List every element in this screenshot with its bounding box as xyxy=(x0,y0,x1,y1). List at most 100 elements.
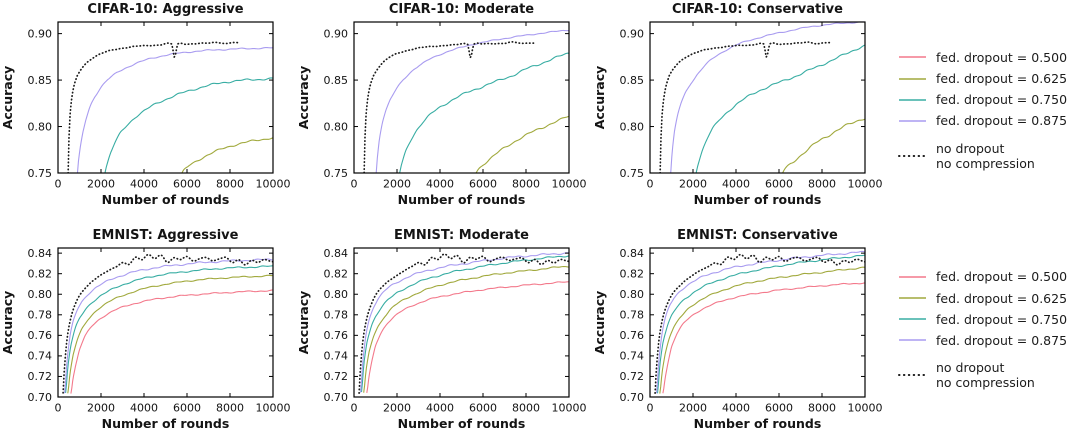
plot-svg-cifar-conservative: 0 2000 4000 6000 8000 10000 0.75 0.80 0.85 0.90 CI… xyxy=(592,2,883,207)
plot-svg-emnist-moderate: 0 2000 4000 6000 8000 10000 0.70 0.72 0.74 0.76 0.… xyxy=(296,228,587,431)
x-tick-label: 8000 xyxy=(216,178,244,191)
legend-line-swatch xyxy=(899,120,926,122)
x-axis-label: Number of rounds xyxy=(694,416,822,431)
tick-labels: 0 2000 4000 6000 8000 10000 0.75 0.80 0.85 0.90 xyxy=(324,27,587,190)
series-lines xyxy=(659,21,865,174)
legend-item: fed. dropout = 0.875 xyxy=(898,332,1080,348)
chart-cifar-aggressive: 0 2000 4000 6000 8000 10000 0.75 0.80 0.85 0.90 CI… xyxy=(0,0,296,220)
y-tick-label: 0.85 xyxy=(324,74,349,87)
x-axis-label: Number of rounds xyxy=(398,192,526,207)
y-axis-label: Accuracy xyxy=(296,291,311,355)
plot-spines xyxy=(57,21,274,174)
y-tick-label: 0.84 xyxy=(620,247,645,260)
y-tick-label: 0.82 xyxy=(620,267,645,280)
legend-line-swatch xyxy=(899,297,926,299)
ticks xyxy=(57,248,274,398)
plot-spines xyxy=(649,247,866,398)
plot-spines xyxy=(353,247,570,398)
legend-item: fed. dropout = 0.625 xyxy=(898,290,1080,306)
y-tick-label: 0.82 xyxy=(28,267,53,280)
x-tick-label: 6000 xyxy=(469,402,497,415)
x-tick-label: 8000 xyxy=(512,402,540,415)
legend-emnist: fed. dropout = 0.500 fed. dropout = 0.625… xyxy=(888,220,1080,439)
x-tick-label: 4000 xyxy=(722,402,750,415)
y-tick-label: 0.76 xyxy=(324,329,349,342)
y-tick-label: 0.70 xyxy=(28,391,53,404)
series-olive xyxy=(659,266,865,394)
x-tick-label: 4000 xyxy=(130,178,158,191)
y-tick-label: 0.75 xyxy=(620,167,645,180)
legend-label: fed. dropout = 0.875 xyxy=(936,332,1068,348)
y-tick-label: 0.80 xyxy=(28,120,53,133)
x-axis-label: Number of rounds xyxy=(102,416,230,431)
series-purple xyxy=(655,250,865,394)
legend-line-swatch xyxy=(899,77,926,80)
series-lines xyxy=(67,41,273,174)
legend-label: no dropout no compression xyxy=(936,360,1035,391)
tick-labels: 0 2000 4000 6000 8000 10000 0.70 0.72 0.74 0.76 0.… xyxy=(620,247,883,415)
legend-item: no dropout no compression xyxy=(898,141,1080,171)
x-tick-label: 2000 xyxy=(679,402,707,415)
chart-emnist-moderate: 0 2000 4000 6000 8000 10000 0.70 0.72 0.74 0.76 0.… xyxy=(296,220,592,439)
y-tick-label: 0.84 xyxy=(28,247,53,260)
y-tick-label: 0.80 xyxy=(620,120,645,133)
series-dotted xyxy=(363,41,536,174)
tick-labels: 0 2000 4000 6000 8000 10000 0.70 0.72 0.74 0.76 0.… xyxy=(324,247,587,415)
legend-item: no dropout no compression xyxy=(898,360,1080,390)
series-purple xyxy=(359,252,569,393)
x-tick-label: 10000 xyxy=(848,178,883,191)
legend-label: fed. dropout = 0.500 xyxy=(936,269,1068,285)
x-tick-label: 10000 xyxy=(552,178,587,191)
x-tick-label: 0 xyxy=(647,178,654,191)
y-tick-label: 0.85 xyxy=(620,74,645,87)
x-axis-label: Number of rounds xyxy=(102,192,230,207)
x-tick-label: 2000 xyxy=(383,402,411,415)
series-purple xyxy=(375,29,569,174)
y-axis-label: Accuracy xyxy=(0,291,15,355)
legend-label: no dropout no compression xyxy=(936,140,1035,171)
y-tick-label: 0.80 xyxy=(324,120,349,133)
plot-spines xyxy=(57,247,274,398)
plot-title: CIFAR-10: Aggressive xyxy=(87,2,243,17)
plot-spines xyxy=(649,21,866,174)
legend-item: fed. dropout = 0.625 xyxy=(898,71,1080,87)
y-tick-label: 0.70 xyxy=(324,391,349,404)
tick-labels: 0 2000 4000 6000 8000 10000 0.75 0.80 0.85 0.90 xyxy=(28,27,291,190)
legend-item: fed. dropout = 0.875 xyxy=(898,113,1080,129)
series-lines xyxy=(358,252,569,394)
plot-title: CIFAR-10: Conservative xyxy=(672,2,843,17)
y-tick-label: 0.80 xyxy=(324,288,349,301)
y-tick-label: 0.72 xyxy=(620,370,645,383)
series-pink xyxy=(662,282,865,394)
x-tick-label: 6000 xyxy=(469,178,497,191)
y-tick-label: 0.76 xyxy=(620,329,645,342)
y-axis-label: Accuracy xyxy=(296,66,311,130)
legend-label: fed. dropout = 0.875 xyxy=(936,113,1068,129)
plot-title: CIFAR-10: Moderate xyxy=(389,2,534,17)
ticks xyxy=(353,22,570,174)
plot-svg-emnist-aggressive: 0 2000 4000 6000 8000 10000 0.70 0.72 0.74 0.76 0.… xyxy=(0,228,291,431)
x-axis-label: Number of rounds xyxy=(398,416,526,431)
y-tick-label: 0.85 xyxy=(28,74,53,87)
x-tick-label: 0 xyxy=(55,178,62,191)
legend-line-swatch xyxy=(899,339,926,342)
x-tick-label: 0 xyxy=(55,402,62,415)
legend-cifar: fed. dropout = 0.500 fed. dropout = 0.625… xyxy=(888,0,1080,220)
y-axis-label: Accuracy xyxy=(592,291,607,355)
x-tick-label: 2000 xyxy=(87,178,115,191)
x-tick-label: 6000 xyxy=(173,178,201,191)
series-teal xyxy=(360,255,569,393)
x-tick-label: 0 xyxy=(351,402,358,415)
y-axis-label: Accuracy xyxy=(0,66,15,130)
x-tick-label: 2000 xyxy=(87,402,115,415)
x-tick-label: 10000 xyxy=(552,402,587,415)
row-emnist: 0 2000 4000 6000 8000 10000 0.70 0.72 0.74 0.76 0.… xyxy=(0,220,1080,439)
y-tick-label: 0.75 xyxy=(28,167,53,180)
x-tick-label: 4000 xyxy=(722,178,750,191)
plot-title: EMNIST: Conservative xyxy=(677,228,838,243)
y-tick-label: 0.74 xyxy=(28,350,53,363)
chart-cifar-moderate: 0 2000 4000 6000 8000 10000 0.75 0.80 0.85 0.90 CI… xyxy=(296,0,592,220)
legend-label: fed. dropout = 0.750 xyxy=(936,92,1068,108)
ticks xyxy=(649,248,866,398)
series-purple xyxy=(64,258,273,394)
